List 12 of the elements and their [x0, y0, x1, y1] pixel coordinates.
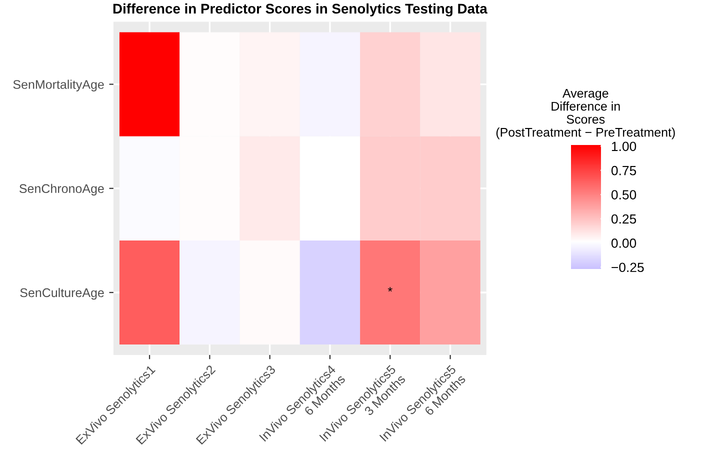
chart-title: Difference in Predictor Scores in Senolytics Testing Data [113, 3, 488, 16]
data-label: * [388, 287, 392, 292]
color-bar-label: 0.50 [611, 190, 636, 200]
color-bar-label: 0.00 [611, 238, 636, 248]
y-tick-label: SenCultureAge [20, 288, 104, 300]
color-bar-label: 0.75 [611, 166, 636, 176]
color-bar-label: 1.00 [612, 142, 636, 152]
y-tick-label: SenChronoAge [20, 184, 104, 196]
y-tick-label: SenMortalityAge [13, 80, 104, 92]
color-bar-label: 0.25 [611, 214, 636, 224]
color-bar-label: −0.25 [612, 262, 644, 272]
color-bar-title: Average Difference in Scores (PostTreatment − PreTreatment) [496, 88, 675, 140]
